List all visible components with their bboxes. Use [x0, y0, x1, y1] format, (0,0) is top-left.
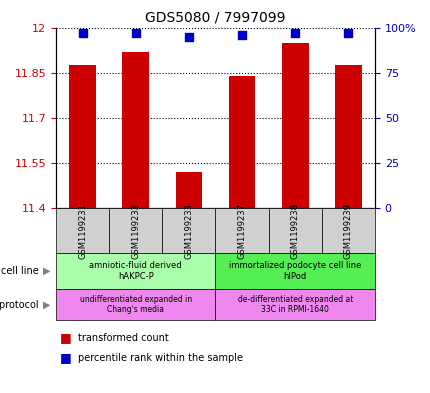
Point	[344, 30, 351, 36]
Text: GSM1199239: GSM1199239	[343, 203, 352, 259]
Text: ▶: ▶	[43, 299, 50, 310]
Point	[291, 30, 298, 36]
Text: GSM1199232: GSM1199232	[131, 203, 140, 259]
Text: immortalized podocyte cell line
hIPod: immortalized podocyte cell line hIPod	[228, 261, 361, 281]
Text: transformed count: transformed count	[77, 333, 168, 343]
Title: GDS5080 / 7997099: GDS5080 / 7997099	[145, 11, 285, 25]
Text: cell line: cell line	[1, 266, 39, 276]
Text: GSM1199237: GSM1199237	[237, 203, 246, 259]
Point	[238, 31, 245, 38]
Text: GSM1199231: GSM1199231	[78, 203, 87, 259]
Bar	[122, 51, 149, 208]
Bar	[69, 65, 96, 208]
Bar	[228, 76, 255, 208]
Text: GSM1199238: GSM1199238	[290, 203, 299, 259]
Point	[132, 30, 139, 36]
Point	[79, 30, 86, 36]
Text: ▶: ▶	[43, 266, 50, 276]
Text: GSM1199233: GSM1199233	[184, 203, 193, 259]
Text: growth protocol: growth protocol	[0, 299, 39, 310]
Text: undifferentiated expanded in
Chang's media: undifferentiated expanded in Chang's med…	[80, 295, 191, 314]
Bar	[281, 42, 308, 208]
Text: percentile rank within the sample: percentile rank within the sample	[77, 353, 242, 363]
Text: ■: ■	[60, 331, 72, 345]
Bar	[335, 65, 361, 208]
Text: amniotic-fluid derived
hAKPC-P: amniotic-fluid derived hAKPC-P	[89, 261, 181, 281]
Text: de-differentiated expanded at
33C in RPMI-1640: de-differentiated expanded at 33C in RPM…	[237, 295, 352, 314]
Text: ■: ■	[60, 351, 72, 364]
Bar	[175, 172, 202, 208]
Point	[185, 33, 192, 40]
